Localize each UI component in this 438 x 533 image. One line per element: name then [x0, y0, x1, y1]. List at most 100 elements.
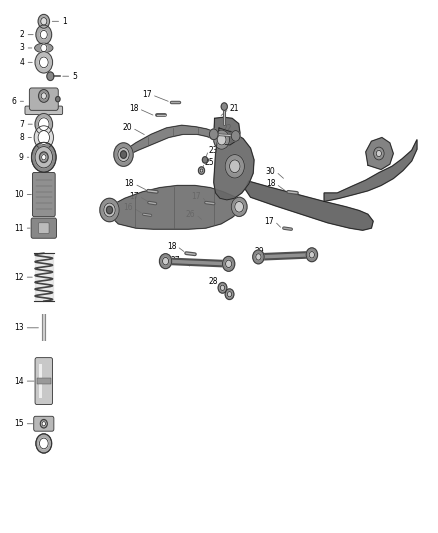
Circle shape [235, 201, 244, 212]
Circle shape [100, 198, 119, 222]
Circle shape [209, 129, 218, 140]
Text: 14: 14 [14, 377, 24, 385]
FancyBboxPatch shape [32, 173, 55, 216]
Circle shape [35, 114, 53, 135]
Text: 17: 17 [129, 192, 138, 200]
Text: 26: 26 [186, 210, 195, 219]
Circle shape [104, 203, 115, 217]
FancyBboxPatch shape [29, 88, 58, 110]
Circle shape [36, 25, 52, 44]
Text: 12: 12 [14, 273, 24, 281]
Circle shape [42, 155, 46, 160]
Text: 3: 3 [20, 44, 25, 52]
Text: 18: 18 [266, 180, 276, 188]
Circle shape [39, 90, 49, 102]
Bar [37, 378, 51, 384]
Circle shape [230, 160, 240, 173]
Text: 18: 18 [124, 180, 134, 188]
Text: 18: 18 [129, 104, 138, 113]
Circle shape [225, 155, 244, 178]
Text: 1: 1 [62, 17, 67, 26]
Circle shape [202, 157, 208, 163]
Circle shape [39, 152, 48, 163]
Circle shape [41, 18, 47, 25]
Text: 16: 16 [123, 204, 133, 212]
Text: 17: 17 [142, 91, 152, 99]
Circle shape [41, 44, 47, 52]
Polygon shape [214, 117, 240, 145]
Text: 2: 2 [20, 30, 25, 39]
Text: 18: 18 [167, 242, 177, 251]
Circle shape [118, 148, 129, 161]
Circle shape [39, 438, 48, 449]
Circle shape [40, 419, 47, 428]
Text: 6: 6 [12, 97, 17, 106]
Polygon shape [123, 125, 223, 157]
Circle shape [39, 118, 49, 131]
Circle shape [253, 250, 264, 264]
Circle shape [114, 143, 133, 166]
Circle shape [214, 130, 230, 149]
Text: 23: 23 [209, 146, 219, 155]
Circle shape [200, 169, 203, 172]
Polygon shape [324, 140, 417, 201]
Text: 7: 7 [20, 120, 25, 128]
Circle shape [231, 131, 240, 141]
Circle shape [217, 134, 226, 145]
Circle shape [47, 72, 54, 80]
Text: 25: 25 [205, 158, 214, 167]
Circle shape [220, 285, 225, 290]
Circle shape [41, 93, 46, 99]
Circle shape [36, 434, 52, 453]
Text: 17: 17 [265, 217, 274, 225]
Circle shape [38, 131, 49, 144]
Text: 29: 29 [254, 247, 264, 256]
FancyBboxPatch shape [25, 106, 63, 115]
Circle shape [227, 292, 232, 297]
Polygon shape [245, 181, 373, 230]
Circle shape [35, 52, 53, 73]
Text: 21: 21 [230, 104, 239, 113]
Text: 19: 19 [114, 146, 124, 155]
Text: 28: 28 [209, 277, 219, 286]
Circle shape [226, 260, 232, 268]
Text: 8: 8 [20, 133, 25, 142]
Circle shape [38, 14, 49, 28]
Circle shape [34, 126, 53, 149]
Circle shape [42, 422, 46, 426]
Polygon shape [109, 185, 240, 229]
Text: 17: 17 [191, 192, 201, 200]
Text: 13: 13 [14, 324, 24, 332]
Text: 15: 15 [14, 419, 24, 428]
Circle shape [221, 103, 227, 110]
Circle shape [223, 256, 235, 271]
FancyBboxPatch shape [35, 358, 53, 405]
Circle shape [225, 289, 234, 300]
Circle shape [198, 167, 205, 174]
Circle shape [106, 206, 113, 214]
FancyBboxPatch shape [31, 218, 57, 238]
Circle shape [374, 147, 384, 160]
Circle shape [159, 254, 172, 269]
Circle shape [376, 150, 381, 157]
Polygon shape [366, 138, 393, 169]
Text: 22: 22 [222, 125, 232, 133]
Text: 20: 20 [122, 124, 132, 132]
Ellipse shape [35, 43, 53, 53]
Text: 10: 10 [14, 190, 24, 199]
Circle shape [120, 151, 127, 158]
Circle shape [218, 282, 227, 293]
Text: 5: 5 [72, 72, 77, 80]
FancyBboxPatch shape [34, 416, 54, 431]
Circle shape [306, 248, 318, 262]
Circle shape [56, 96, 60, 102]
Bar [39, 364, 42, 398]
Text: 11: 11 [14, 224, 24, 232]
Circle shape [309, 252, 314, 258]
Circle shape [231, 197, 247, 216]
Circle shape [162, 257, 169, 265]
Circle shape [32, 142, 56, 172]
Polygon shape [214, 128, 254, 200]
Text: 27: 27 [170, 256, 180, 264]
Circle shape [39, 57, 48, 68]
